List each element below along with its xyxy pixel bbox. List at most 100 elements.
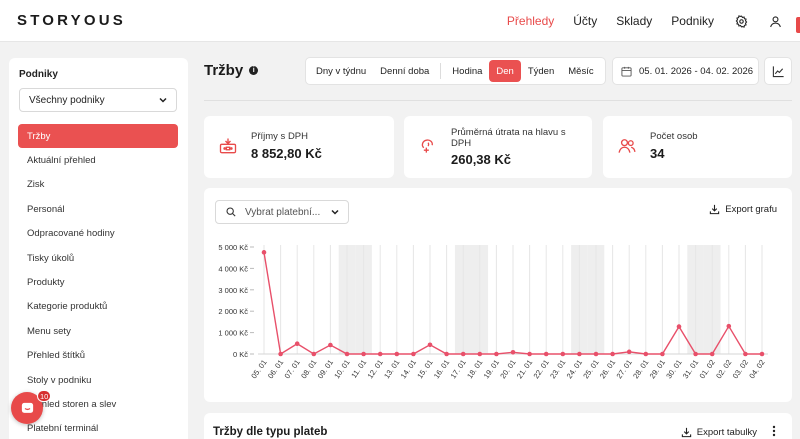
- data-point: [294, 341, 300, 347]
- more-options-icon[interactable]: [772, 425, 776, 437]
- data-point: [759, 351, 765, 357]
- x-tick-label: 31. 01: [681, 358, 700, 380]
- stat-value: 34: [650, 146, 665, 161]
- x-tick-label: 03. 02: [731, 358, 750, 380]
- chat-icon: [21, 402, 33, 413]
- x-tick-label: 25. 01: [581, 358, 600, 380]
- period-segmented-control: Dny v týdnu Denní doba Hodina Den Týden …: [305, 57, 606, 85]
- stat-card-people: Počet osob 34: [603, 116, 792, 178]
- x-tick-label: 24. 01: [565, 358, 584, 380]
- data-point: [394, 351, 400, 357]
- nav-item-prehledy[interactable]: Přehledy: [506, 14, 555, 28]
- x-tick-label: 29. 01: [648, 358, 667, 380]
- user-icon[interactable]: [768, 14, 782, 28]
- sidebar-item-odpracovane-hodiny[interactable]: Odpracované hodiny: [27, 228, 115, 240]
- page-title: Tržby i: [204, 62, 259, 79]
- sidebar-item-trzby[interactable]: Tržby: [18, 124, 178, 149]
- x-tick-label: 21. 01: [515, 358, 534, 380]
- seg-den[interactable]: Den: [489, 60, 521, 82]
- chevron-down-icon: [331, 209, 339, 215]
- x-tick-label: 18. 01: [465, 358, 484, 380]
- sidebar-item-zisk[interactable]: Zisk: [27, 179, 45, 191]
- data-point: [626, 349, 632, 355]
- payment-type-select[interactable]: Vybrat platební...: [215, 200, 349, 224]
- x-tick-label: 22. 01: [532, 358, 551, 380]
- sidebar: Podniky Všechny podniky Tržby Aktuální p…: [9, 58, 188, 439]
- stat-card-avg-spend: Průměrná útrata na hlavu s DPH 260,38 Kč: [404, 116, 592, 178]
- download-icon: [710, 204, 720, 215]
- data-point: [344, 351, 350, 357]
- seg-tyden[interactable]: Týden: [527, 65, 555, 77]
- nav-item-podniky[interactable]: Podniky: [671, 14, 714, 28]
- sidebar-item-menu-sety[interactable]: Menu sety: [27, 325, 71, 337]
- stat-value: 260,38 Kč: [451, 152, 511, 167]
- data-point: [676, 324, 682, 329]
- seg-denni-doba[interactable]: Denní doba: [380, 65, 430, 77]
- x-tick-label: 01. 02: [698, 358, 717, 380]
- seg-mesic[interactable]: Měsíc: [568, 65, 594, 77]
- nav-item-ucty[interactable]: Účty: [573, 14, 598, 28]
- y-tick-label: 4 000 Kč: [218, 264, 248, 273]
- data-point: [577, 351, 582, 357]
- x-tick-label: 26. 01: [598, 358, 617, 380]
- data-point: [510, 349, 516, 355]
- table-title: Tržby dle typu plateb: [213, 426, 328, 438]
- data-point: [377, 351, 383, 357]
- sidebar-item-produkty[interactable]: Produkty: [27, 277, 65, 289]
- main-nav: Přehledy Účty Sklady Podniky: [488, 0, 782, 42]
- seg-dny-v-tydnu[interactable]: Dny v týdnu: [316, 65, 367, 77]
- stat-label: Počet osob: [650, 131, 698, 142]
- y-tick-label: 2 000 Kč: [218, 307, 248, 316]
- data-point: [444, 351, 449, 357]
- sidebar-item-prehled-stitku[interactable]: Přehled štítků: [27, 350, 86, 362]
- data-point: [543, 351, 549, 357]
- chart-view-button[interactable]: [764, 57, 792, 85]
- x-tick-label: 27. 01: [615, 358, 634, 380]
- data-point: [743, 351, 748, 357]
- sidebar-item-prehled-storen[interactable]: Přehled storen a slev: [27, 398, 117, 410]
- data-point: [278, 351, 283, 357]
- stat-card-income: Příjmy s DPH 8 852,80 Kč: [204, 116, 394, 178]
- app-logo[interactable]: STORYOUS: [17, 12, 126, 29]
- x-tick-label: 12. 01: [366, 358, 385, 380]
- revenue-line-chart: 0 Kč 1 000 Kč 2 000 Kč 3 000 Kč 4 000 Kč 5 00…: [218, 243, 768, 380]
- data-point: [726, 323, 732, 329]
- date-range-value: 05. 01. 2026 - 04. 02. 2026: [639, 65, 754, 77]
- export-chart-button[interactable]: Export grafu: [709, 204, 777, 215]
- sidebar-item-kategorie-produktu[interactable]: Kategorie produktů: [27, 301, 108, 313]
- top-bar: STORYOUS Přehledy Účty Sklady Podniky: [0, 0, 800, 42]
- x-tick-label: 10. 01: [332, 358, 351, 380]
- stat-label: Průměrná útrata na hlavu s DPH: [451, 127, 566, 149]
- seg-hodina[interactable]: Hodina: [452, 65, 483, 77]
- chat-unread-badge: 10: [37, 390, 52, 402]
- y-tick-label: 1 000 Kč: [218, 329, 248, 338]
- sidebar-item-personal[interactable]: Personál: [27, 203, 65, 215]
- gear-icon[interactable]: [734, 14, 748, 28]
- cash-register-icon: [219, 138, 237, 154]
- sidebar-item-aktualni-prehled[interactable]: Aktuální přehled: [27, 155, 96, 167]
- data-point: [460, 351, 466, 357]
- venue-select[interactable]: Všechny podniky: [19, 88, 177, 112]
- y-tick-label: 5 000 Kč: [218, 243, 248, 252]
- x-tick-label: 19. 01: [482, 358, 501, 380]
- revenue-chart-card: Vybrat platební... Export grafu 0 Kč 1 00…: [204, 188, 792, 402]
- x-tick-label: 11. 01: [349, 358, 368, 380]
- segment-divider: [440, 63, 442, 79]
- line-chart-icon: [772, 65, 784, 77]
- search-icon: [226, 207, 236, 217]
- data-point: [411, 351, 416, 357]
- data-point: [427, 342, 433, 348]
- nav-item-sklady[interactable]: Sklady: [616, 14, 653, 28]
- export-table-button[interactable]: Export tabulky: [681, 427, 757, 438]
- payment-select-placeholder: Vybrat platební...: [245, 206, 321, 218]
- sidebar-item-tisky-ukolu[interactable]: Tisky úkolů: [27, 252, 75, 264]
- sidebar-item-stoly-v-podniku[interactable]: Stoly v podniku: [27, 374, 92, 386]
- data-point: [610, 351, 615, 357]
- feedback-tab[interactable]: [796, 17, 800, 33]
- sidebar-item-platebni-terminal[interactable]: Platební terminál: [27, 423, 99, 435]
- info-icon[interactable]: i: [249, 66, 259, 75]
- date-range-picker[interactable]: 05. 01. 2026 - 04. 02. 2026: [612, 57, 759, 85]
- tip-hand-icon: [421, 139, 433, 153]
- data-point: [660, 351, 665, 357]
- data-point: [361, 351, 366, 357]
